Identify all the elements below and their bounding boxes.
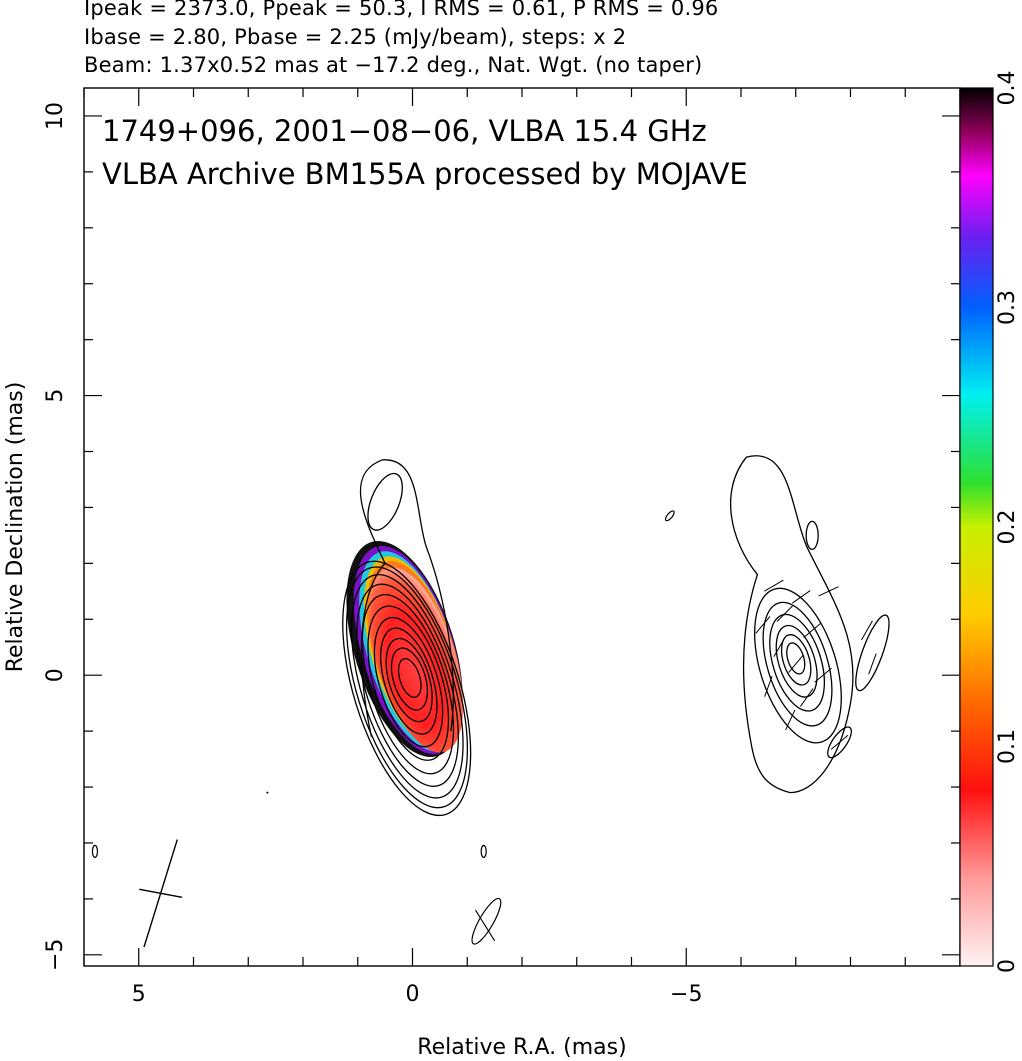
inset-title-line-1: 1749+096, 2001−08−06, VLBA 15.4 GHz [102, 114, 707, 148]
pol-contour [805, 520, 819, 551]
x-tick-label: 5 [132, 982, 146, 1007]
y-tick-label: 0 [43, 668, 68, 682]
noise-contour [480, 844, 487, 858]
evpa-tick [799, 688, 814, 707]
stokes-i-contour [356, 583, 459, 787]
header-line-3: Beam: 1.37x0.52 mas at −17.2 deg., Nat. … [84, 53, 703, 77]
stokes-i-contour [361, 594, 455, 775]
pol-contour [753, 587, 842, 744]
axis-ticks [83, 87, 993, 967]
evpa-tick [803, 623, 821, 638]
pol-core-map [369, 567, 464, 753]
noise-dot [266, 791, 269, 794]
x-axis-label: Relative R.A. (mas) [417, 1035, 626, 1060]
stokes-i-contour [390, 647, 429, 711]
x-tick-label: −5 [670, 982, 702, 1007]
colorbar-tick-label: 0.3 [995, 290, 1020, 325]
stokes-i-contour [373, 616, 444, 748]
evpa-tick [764, 675, 773, 697]
header-line-1: Ipeak = 2373.0, Ppeak = 50.3, I RMS = 0.… [84, 0, 719, 20]
pol-outer-contour [729, 455, 854, 794]
stokes-i-contour [350, 573, 464, 799]
evpa-tick [791, 590, 811, 604]
evpa-tick [773, 637, 786, 658]
noise-contour [471, 897, 502, 945]
evpa-tick [474, 909, 496, 942]
evpa-tick [814, 667, 832, 683]
stokes-i-contour [385, 637, 433, 723]
stokes-i-contour [380, 627, 438, 735]
colorbar-tick-label: 0.1 [995, 729, 1020, 764]
plot-border [83, 87, 961, 967]
evpa-tick [785, 709, 796, 731]
evpa-tick [830, 734, 849, 750]
pol-contour [762, 601, 833, 727]
x-tick-label: 0 [406, 982, 420, 1007]
evpa-tick [868, 653, 877, 675]
colorbar [959, 87, 994, 967]
pol-contour [786, 642, 806, 675]
y-tick-label: −5 [43, 939, 68, 971]
colorbar-tick-label: 0 [995, 959, 1020, 973]
pol-contour [780, 634, 812, 686]
stokes-i-contour [342, 560, 472, 817]
y-tick-label: 5 [43, 389, 68, 403]
noise-contour [664, 510, 675, 522]
stokes-i-outer-contour [359, 459, 454, 737]
pol-contour [855, 614, 890, 692]
header-line-2: Ibase = 2.80, Pbase = 2.25 (mJy/beam), s… [84, 25, 627, 49]
pol-contour [827, 726, 853, 759]
y-tick-label: 10 [43, 102, 68, 130]
stokes-i-contour [367, 605, 450, 761]
y-axis-label: Relative Declination (mas) [3, 382, 28, 673]
plot-content [91, 455, 890, 948]
evpa-tick [755, 616, 771, 634]
beam-minor-axis [139, 888, 183, 898]
pol-contour [769, 613, 826, 712]
stokes-i-contour [345, 566, 469, 809]
colorbar-tick-label: 0.4 [995, 71, 1020, 106]
stokes-i-blob-contour [367, 472, 403, 531]
evpa-tick [818, 586, 839, 597]
axes-frame [83, 87, 961, 967]
stokes-i-contour [397, 658, 422, 698]
evpa-tick [860, 620, 873, 641]
colorbar-gradient [959, 87, 994, 967]
evpa-tick [764, 579, 784, 592]
colorbar-tick-label: 0.2 [995, 510, 1020, 545]
evpa-tick [776, 605, 793, 622]
inset-title-line-2: VLBA Archive BM155A processed by MOJAVE [102, 157, 748, 191]
noise-contour [91, 844, 99, 858]
evpa-tick [788, 655, 804, 673]
